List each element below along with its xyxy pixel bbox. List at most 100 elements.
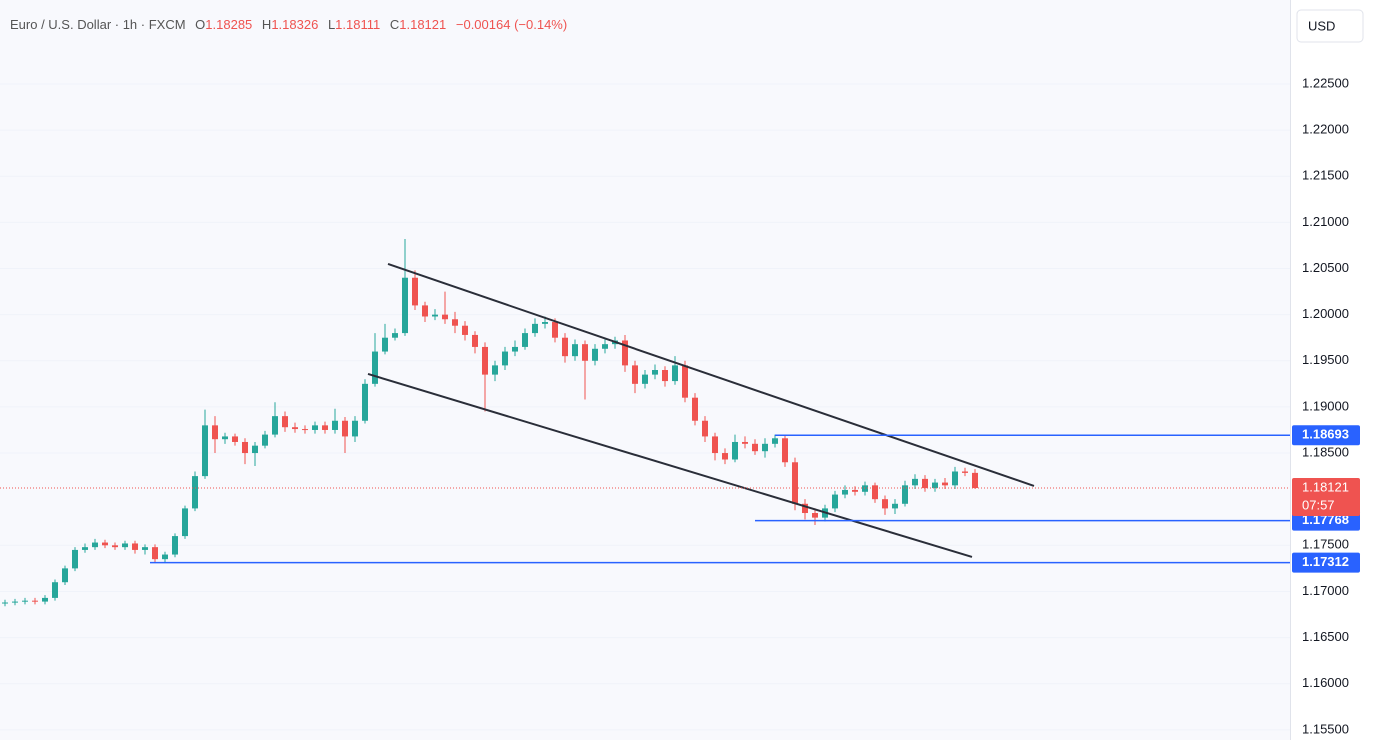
- candle-body: [72, 549, 78, 569]
- currency[interactable]: USD: [1308, 18, 1335, 33]
- last-price-label: 1.18121: [1302, 479, 1349, 494]
- candle-body: [572, 344, 578, 357]
- candle-body: [372, 351, 378, 384]
- candle-body: [532, 323, 538, 334]
- candle-body: [102, 542, 108, 546]
- candle-body: [412, 277, 418, 306]
- candle-body: [712, 436, 718, 454]
- trend-line: [367, 373, 973, 558]
- candle-body: [142, 547, 148, 550]
- candle-body: [672, 365, 678, 382]
- candle-body: [862, 485, 868, 492]
- candle-body: [782, 438, 788, 463]
- candle-body: [762, 443, 768, 452]
- candle-body: [952, 471, 958, 486]
- level-label-box: [1292, 552, 1360, 573]
- candle-body: [452, 319, 458, 326]
- candle-body: [922, 478, 928, 489]
- level-label: 1.18693: [1302, 427, 1349, 442]
- y-tick-label: 1.17500: [1302, 537, 1349, 552]
- candle-body: [912, 478, 918, 486]
- candle-body: [652, 370, 658, 375]
- candle-body: [262, 434, 268, 446]
- y-tick-label: 1.20500: [1302, 260, 1349, 275]
- candle-body: [12, 601, 18, 603]
- y-tick-label: 1.16000: [1302, 675, 1349, 690]
- candle-body: [182, 508, 188, 537]
- candle-body: [162, 554, 168, 560]
- candle-body: [542, 322, 548, 324]
- candle-body: [792, 462, 798, 504]
- candle-body: [432, 314, 438, 317]
- candle-body: [642, 374, 648, 384]
- candle-body: [222, 436, 228, 440]
- candle-body: [882, 499, 888, 509]
- candle-body: [602, 344, 608, 349]
- candle-body: [742, 441, 748, 444]
- price-axis: [1290, 0, 1380, 740]
- symbol: Euro / U.S. Dollar · 1h · FXCM: [10, 17, 186, 32]
- candle-body: [392, 333, 398, 338]
- candle-body: [22, 600, 28, 602]
- grid: [0, 83, 1290, 731]
- candle-body: [722, 453, 728, 460]
- candle-body: [332, 420, 338, 430]
- low: 1.18111: [335, 17, 380, 32]
- candle-body: [272, 416, 278, 435]
- legend-header: Euro / U.S. Dollar · 1h · FXCM O1.18285 …: [10, 17, 567, 32]
- candle-body: [322, 425, 328, 430]
- y-tick-label: 1.22000: [1302, 122, 1349, 137]
- candle-body: [462, 325, 468, 335]
- c-label: C: [390, 17, 399, 32]
- candle-body: [92, 542, 98, 548]
- candle-body: [132, 543, 138, 550]
- candle-body: [352, 420, 358, 437]
- candle-body: [192, 476, 198, 509]
- candle-body: [752, 443, 758, 452]
- y-tick-label: 1.22500: [1302, 75, 1349, 90]
- y-tick-label: 1.20000: [1302, 306, 1349, 321]
- candle-body: [62, 568, 68, 583]
- candle-body: [422, 305, 428, 317]
- candle-body: [282, 416, 288, 428]
- h-label: H: [262, 17, 271, 32]
- high: 1.18326: [271, 17, 318, 32]
- candle-body: [772, 438, 778, 444]
- candle-body: [362, 383, 368, 421]
- candle-body: [212, 425, 218, 440]
- candle-body: [52, 582, 58, 598]
- candle-body: [442, 314, 448, 320]
- candle-body: [632, 365, 638, 384]
- candle-body: [932, 482, 938, 489]
- candle-body: [252, 445, 258, 454]
- y-tick-label: 1.19500: [1302, 352, 1349, 367]
- y-tick-label: 1.18500: [1302, 444, 1349, 459]
- candle-body: [552, 322, 558, 338]
- y-tick-label: 1.15500: [1302, 721, 1349, 736]
- candle-body: [122, 543, 128, 548]
- last-price-box: [1292, 478, 1360, 517]
- candle-body: [872, 485, 878, 500]
- candle-body: [382, 337, 388, 352]
- candles: [2, 238, 978, 607]
- y-tick-label: 1.19000: [1302, 398, 1349, 413]
- candle-body: [292, 427, 298, 430]
- y-tick-label: 1.16500: [1302, 629, 1349, 644]
- candle-body: [492, 365, 498, 375]
- y-tick-label: 1.21000: [1302, 214, 1349, 229]
- candle-body: [202, 425, 208, 477]
- candle-body: [512, 346, 518, 352]
- candle-body: [302, 429, 308, 431]
- candle-body: [732, 441, 738, 460]
- y-tick-label: 1.21500: [1302, 168, 1349, 183]
- candle-body: [972, 472, 978, 489]
- currency-button[interactable]: [1296, 9, 1364, 43]
- trend-line: [387, 262, 1035, 487]
- candle-body: [112, 545, 118, 548]
- change: −0.00164 (−0.14%): [456, 17, 567, 32]
- candle-body: [232, 436, 238, 442]
- candle-body: [242, 441, 248, 454]
- candle-body: [82, 547, 88, 550]
- candle-body: [522, 333, 528, 347]
